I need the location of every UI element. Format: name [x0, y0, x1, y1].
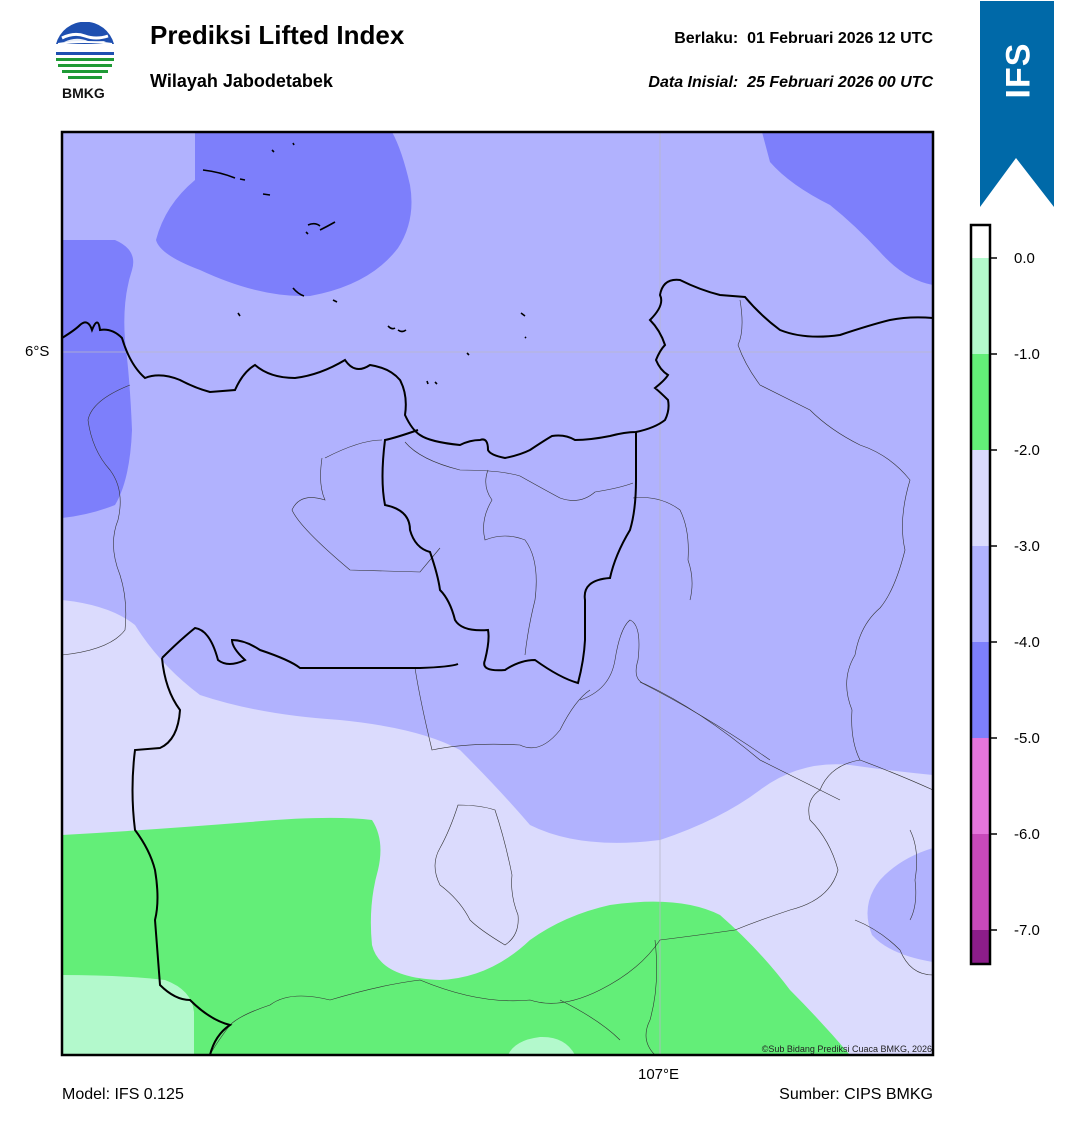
islands: [202, 142, 527, 385]
init-time: Data Inisial: 25 Februari 2026 00 UTC: [648, 74, 933, 92]
coastline: [62, 278, 933, 460]
field-band-minus1-to-minus2: [62, 817, 850, 1055]
field-patch-northeast: [762, 132, 933, 285]
field-patch-east: [867, 848, 933, 962]
logo-text: BMKG: [62, 85, 105, 101]
province-boundaries: [131, 429, 637, 1055]
colorbar-tick-label: -4.0: [1014, 634, 1040, 651]
colorbar-tick-label: 0.0: [1014, 250, 1035, 267]
colorbar-tick-label: -7.0: [1014, 922, 1040, 939]
map-region: Wilayah Jabodetabek: [150, 71, 333, 91]
source-label: Sumber: CIPS BMKG: [779, 1086, 933, 1103]
colorbar-tick-label: -3.0: [1014, 538, 1040, 555]
map-title: Prediksi Lifted Index: [150, 20, 405, 50]
init-prefix: Data Inisial:: [648, 74, 739, 91]
lifted-index-field: [62, 132, 933, 1055]
init-time-value: 25 Februari 2026 00 UTC: [747, 74, 933, 91]
colorbar-tick-label: -2.0: [1014, 442, 1040, 459]
valid-time-value: 01 Februari 2026 12 UTC: [747, 30, 933, 47]
field-patch-south: [508, 1036, 575, 1055]
lat-label: 6°S: [25, 343, 50, 360]
map-frame: [60, 130, 935, 1057]
ifs-badge: [980, 1, 1054, 207]
colorbar: [969, 223, 997, 966]
field-patch-southwest: [62, 975, 194, 1055]
colorbar-tick-label: -5.0: [1014, 730, 1040, 747]
valid-prefix: Berlaku:: [674, 30, 739, 47]
lon-label: 107°E: [638, 1066, 680, 1083]
field-patch-west: [62, 240, 134, 518]
bmkg-logo: [54, 21, 116, 84]
colorbar-tick-label: -6.0: [1014, 826, 1040, 843]
colorbar-tick-label: -1.0: [1014, 346, 1040, 363]
valid-time: Berlaku: 01 Februari 2026 12 UTC: [674, 30, 933, 48]
model-label: Model: IFS 0.125: [62, 1086, 184, 1103]
map-credit: ©Sub Bidang Prediksi Cuaca BMKG, 2026: [761, 1044, 932, 1054]
bmkg-logo-icon: [55, 21, 115, 83]
regency-boundaries: [62, 299, 933, 1055]
